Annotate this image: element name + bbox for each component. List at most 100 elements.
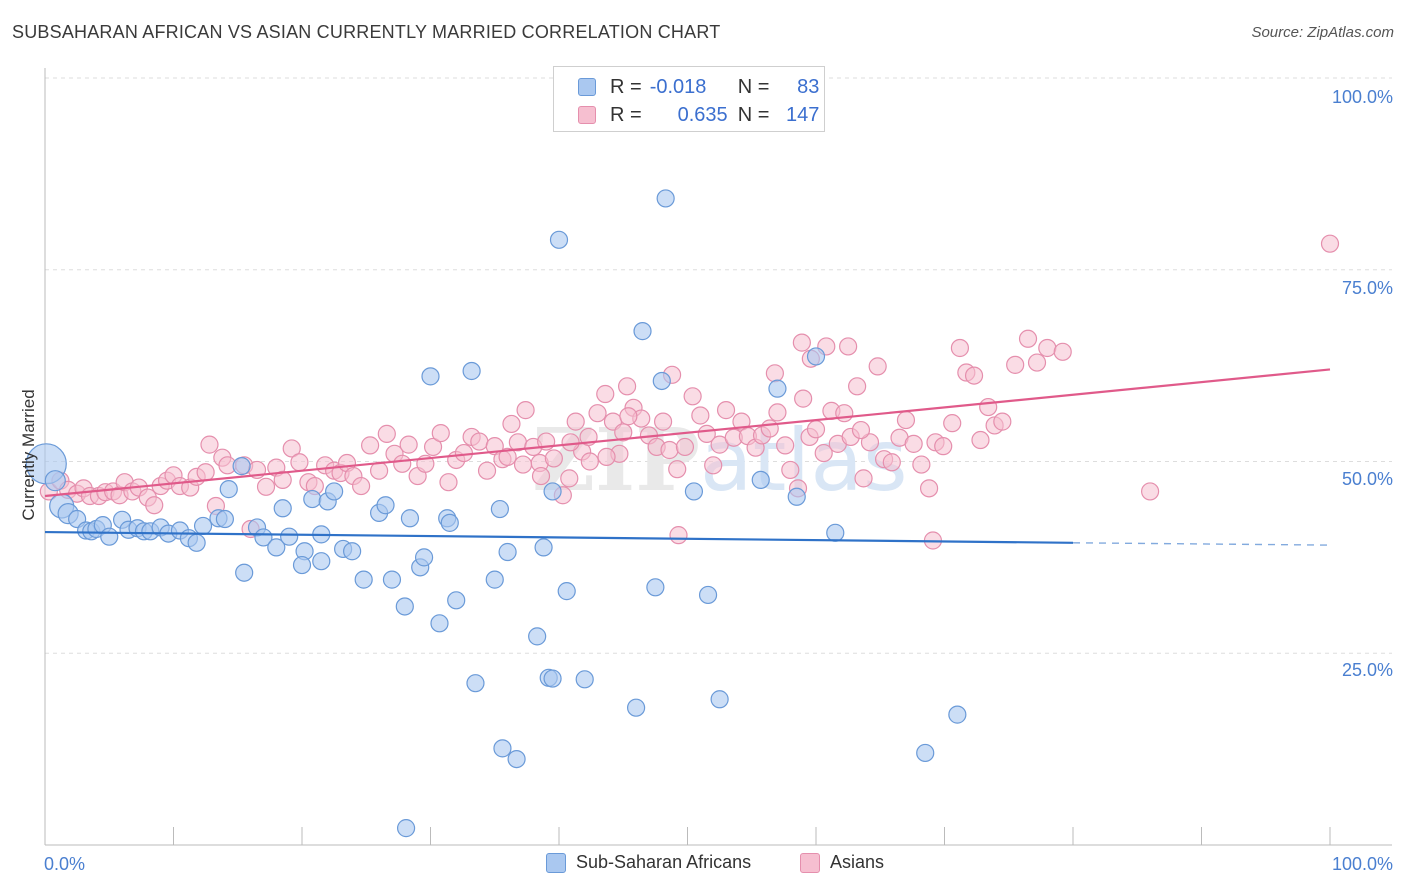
asians-point xyxy=(560,469,579,488)
asians-point xyxy=(399,435,418,454)
source-label: Source: ZipAtlas.com xyxy=(1251,24,1394,41)
subsaharan-point xyxy=(534,538,553,557)
asians-point xyxy=(561,433,580,452)
asians-points xyxy=(39,234,1340,550)
asians-point xyxy=(580,452,599,471)
asians-point xyxy=(669,526,688,545)
asians-point xyxy=(675,437,695,457)
subsaharan-point xyxy=(312,552,331,571)
asians-point xyxy=(1038,338,1057,358)
subsaharan-point xyxy=(806,347,826,366)
subsaharan-point xyxy=(575,670,594,689)
y-tick-label: 100.0% xyxy=(1332,87,1393,107)
subsaharan-point xyxy=(633,322,652,341)
asians-point xyxy=(145,496,164,515)
asians-point xyxy=(290,453,309,472)
legend-r-value: -0.018 xyxy=(649,75,707,98)
subsaharan-point xyxy=(396,819,416,838)
subsaharan-point xyxy=(421,367,440,386)
subsaharan-point xyxy=(543,669,562,688)
subsaharan-trend-line xyxy=(44,530,1074,544)
x-tick-label: 100.0% xyxy=(1332,854,1393,874)
subsaharan-point xyxy=(44,470,66,492)
subsaharan-point xyxy=(447,591,466,610)
asians-point xyxy=(618,377,637,396)
subsaharan-point xyxy=(280,527,299,546)
subsaharan-point xyxy=(376,496,395,515)
subsaharan-point xyxy=(303,489,322,509)
legend-swatch-blue xyxy=(578,78,596,96)
asians-point xyxy=(950,338,970,358)
subsaharan-points xyxy=(25,189,967,838)
legend-swatch-blue xyxy=(546,852,566,873)
asians-point xyxy=(352,476,371,496)
y-tick-label: 75.0% xyxy=(1342,278,1393,298)
asians-point xyxy=(361,436,380,455)
legend-r-value: 0.635 xyxy=(677,103,728,126)
asians-point xyxy=(423,437,443,457)
asians-point xyxy=(814,443,833,463)
subsaharan-point xyxy=(490,499,509,519)
tick-labels: 25.0% 50.0% 75.0% 100.0% 0.0% 100.0% xyxy=(44,87,1393,874)
x-tick-label: 0.0% xyxy=(44,854,85,874)
subsaharan-point xyxy=(219,480,238,499)
asians-point xyxy=(765,364,784,383)
asians-point xyxy=(544,449,563,468)
asians-point xyxy=(614,423,633,442)
legend-n-value: 83 xyxy=(797,75,820,98)
asians-point xyxy=(1053,342,1072,361)
legend-r-label: R = xyxy=(610,75,642,98)
y-tick-label: 50.0% xyxy=(1342,469,1393,489)
subsaharan-point xyxy=(414,548,434,567)
subsaharan-point xyxy=(273,499,292,518)
asians-point xyxy=(502,414,521,434)
asians-point xyxy=(588,404,607,423)
subsaharan-point xyxy=(382,570,402,589)
asians-point xyxy=(619,407,638,426)
asians-point xyxy=(196,463,215,482)
subsaharan-point xyxy=(787,487,806,506)
subsaharan-point xyxy=(507,749,526,769)
subsaharan-point xyxy=(466,674,485,693)
asians-point xyxy=(993,412,1012,431)
asians-point xyxy=(934,437,953,456)
subsaharan-point xyxy=(916,743,935,763)
asians-point xyxy=(835,404,854,423)
subsaharan-point xyxy=(652,371,671,391)
asians-point xyxy=(1027,353,1047,372)
asians-point xyxy=(716,401,736,420)
subsaharan-point xyxy=(656,189,675,208)
asians-point xyxy=(768,403,787,422)
legend-item-asians[interactable]: Asians xyxy=(800,852,884,873)
legend-swatch-pink xyxy=(800,852,820,873)
subsaharan-point xyxy=(626,698,646,717)
asians-point xyxy=(256,477,276,496)
subsaharan-point xyxy=(232,457,251,476)
subsaharan-point xyxy=(485,570,504,589)
asians-point xyxy=(704,456,723,475)
legend-n-label: N = xyxy=(737,75,770,98)
asians-point xyxy=(439,473,458,492)
asians-point xyxy=(851,420,871,440)
trend-lines xyxy=(44,368,1331,546)
subsaharan-point xyxy=(646,578,665,597)
asians-point xyxy=(273,470,292,490)
legend-item-subsaharan[interactable]: Sub-Saharan Africans xyxy=(546,852,751,873)
asians-point xyxy=(683,387,702,406)
asians-point xyxy=(868,357,887,376)
asians-point xyxy=(979,397,998,417)
asians-point xyxy=(943,414,962,433)
asians-point xyxy=(1006,355,1025,374)
subsaharan-point xyxy=(684,482,704,501)
subsaharan-point xyxy=(193,516,213,536)
subsaharan-point xyxy=(557,582,576,601)
subsaharan-point xyxy=(400,509,420,528)
subsaharan-point xyxy=(549,230,569,249)
asians-point xyxy=(912,455,931,474)
asians-point xyxy=(896,410,916,430)
subsaharan-point xyxy=(254,528,273,547)
asians-point xyxy=(794,389,813,408)
asians-point xyxy=(776,436,795,455)
asians-point xyxy=(964,366,984,385)
